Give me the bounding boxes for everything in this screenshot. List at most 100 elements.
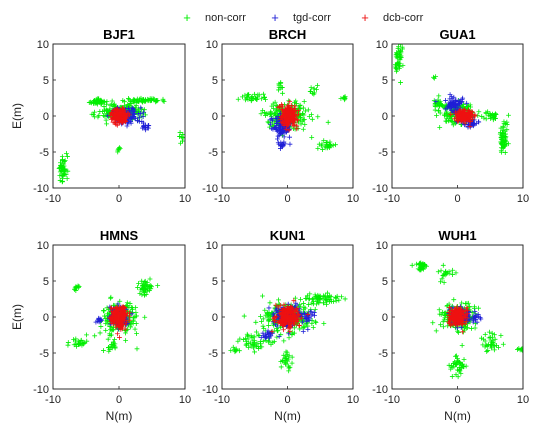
point-non-corr xyxy=(84,332,89,338)
point-non-corr xyxy=(73,285,79,291)
point-non-corr xyxy=(263,97,268,103)
point-non-corr xyxy=(336,297,342,303)
point-non-corr xyxy=(133,321,139,327)
point-non-corr xyxy=(258,341,264,347)
point-non-corr xyxy=(134,331,139,337)
point-non-corr xyxy=(446,270,452,276)
point-non-corr xyxy=(84,338,90,344)
point-tgd-corr xyxy=(129,311,135,317)
point-non-corr xyxy=(248,98,254,104)
point-non-corr xyxy=(494,342,499,348)
point-non-corr xyxy=(128,324,134,330)
point-non-corr xyxy=(161,99,167,105)
y-tick-label: 0 xyxy=(382,312,388,324)
point-tgd-corr xyxy=(126,105,131,111)
point-non-corr xyxy=(95,101,100,107)
point-non-corr xyxy=(266,317,271,323)
point-tgd-corr xyxy=(264,334,270,339)
point-non-corr xyxy=(126,96,131,101)
point-non-corr xyxy=(272,99,278,105)
point-non-corr xyxy=(111,102,116,108)
point-non-corr xyxy=(303,108,308,114)
point-dcb-corr xyxy=(114,108,120,113)
point-non-corr xyxy=(442,272,448,278)
point-non-corr xyxy=(108,295,113,301)
point-non-corr xyxy=(443,311,449,317)
point-tgd-corr xyxy=(135,118,140,124)
point-dcb-corr xyxy=(115,314,121,320)
point-non-corr xyxy=(321,138,327,144)
point-non-corr xyxy=(271,106,277,112)
point-non-corr xyxy=(252,343,258,348)
point-dcb-corr xyxy=(285,325,291,331)
point-non-corr xyxy=(134,96,140,102)
point-dcb-corr xyxy=(269,328,275,334)
point-non-corr xyxy=(106,345,111,351)
point-non-corr xyxy=(125,102,131,107)
point-dcb-corr xyxy=(124,319,129,325)
point-tgd-corr xyxy=(130,107,136,113)
x-axis-label: N(m) xyxy=(274,409,301,423)
scatter-points xyxy=(409,260,523,380)
point-tgd-corr xyxy=(307,309,313,315)
point-non-corr xyxy=(458,371,464,376)
point-tgd-corr xyxy=(275,133,281,139)
point-non-corr xyxy=(261,91,266,97)
point-non-corr xyxy=(261,326,267,331)
point-dcb-corr xyxy=(305,312,311,317)
point-non-corr xyxy=(270,340,276,345)
point-non-corr xyxy=(58,160,63,166)
point-tgd-corr xyxy=(477,315,483,321)
point-dcb-corr xyxy=(285,118,291,124)
scatter-points xyxy=(235,80,348,152)
point-non-corr xyxy=(459,342,465,348)
point-non-corr xyxy=(241,337,247,342)
point-non-corr xyxy=(297,114,303,120)
point-tgd-corr xyxy=(93,319,99,325)
point-non-corr xyxy=(493,111,498,117)
point-non-corr xyxy=(142,278,148,284)
point-non-corr xyxy=(333,142,338,148)
point-tgd-corr xyxy=(126,120,132,126)
panel-hmns: HMNS -10 0 10 10 5 0 -5 -10 E(m) N(m) xyxy=(10,228,191,423)
legend-item-dcb-corr: + dcb-corr xyxy=(361,10,423,25)
point-non-corr xyxy=(139,98,145,104)
point-dcb-corr xyxy=(472,113,478,119)
point-non-corr xyxy=(134,346,140,352)
point-non-corr xyxy=(132,98,138,103)
x-axis-label: N(m) xyxy=(444,409,471,423)
point-non-corr xyxy=(101,113,106,118)
point-non-corr xyxy=(455,367,460,373)
point-non-corr xyxy=(476,109,482,115)
point-dcb-corr xyxy=(291,119,297,125)
point-non-corr xyxy=(468,104,474,110)
point-non-corr xyxy=(232,346,237,352)
y-tick-label: 5 xyxy=(212,75,218,87)
point-non-corr xyxy=(441,271,447,277)
point-non-corr xyxy=(314,87,319,92)
point-non-corr xyxy=(92,333,98,339)
point-dcb-corr xyxy=(456,316,462,322)
point-non-corr xyxy=(103,117,109,123)
point-tgd-corr xyxy=(128,120,134,126)
point-non-corr xyxy=(394,60,400,66)
point-tgd-corr xyxy=(268,121,273,127)
point-non-corr xyxy=(460,361,465,367)
point-non-corr xyxy=(286,335,292,341)
point-tgd-corr xyxy=(138,111,143,116)
legend-item-tgd-corr: + tgd-corr xyxy=(271,10,331,25)
point-non-corr xyxy=(254,329,259,335)
x-tick-label: -10 xyxy=(214,394,230,406)
point-dcb-corr xyxy=(287,109,293,114)
point-non-corr xyxy=(449,118,455,124)
point-non-corr xyxy=(506,112,511,118)
point-non-corr xyxy=(499,141,505,147)
point-dcb-corr xyxy=(283,126,289,132)
point-non-corr xyxy=(302,122,308,127)
y-tick-label: -5 xyxy=(208,348,218,360)
point-tgd-corr xyxy=(293,300,299,306)
point-dcb-corr xyxy=(460,313,466,319)
point-tgd-corr xyxy=(141,124,147,130)
point-dcb-corr xyxy=(114,122,120,128)
point-tgd-corr xyxy=(442,106,448,112)
